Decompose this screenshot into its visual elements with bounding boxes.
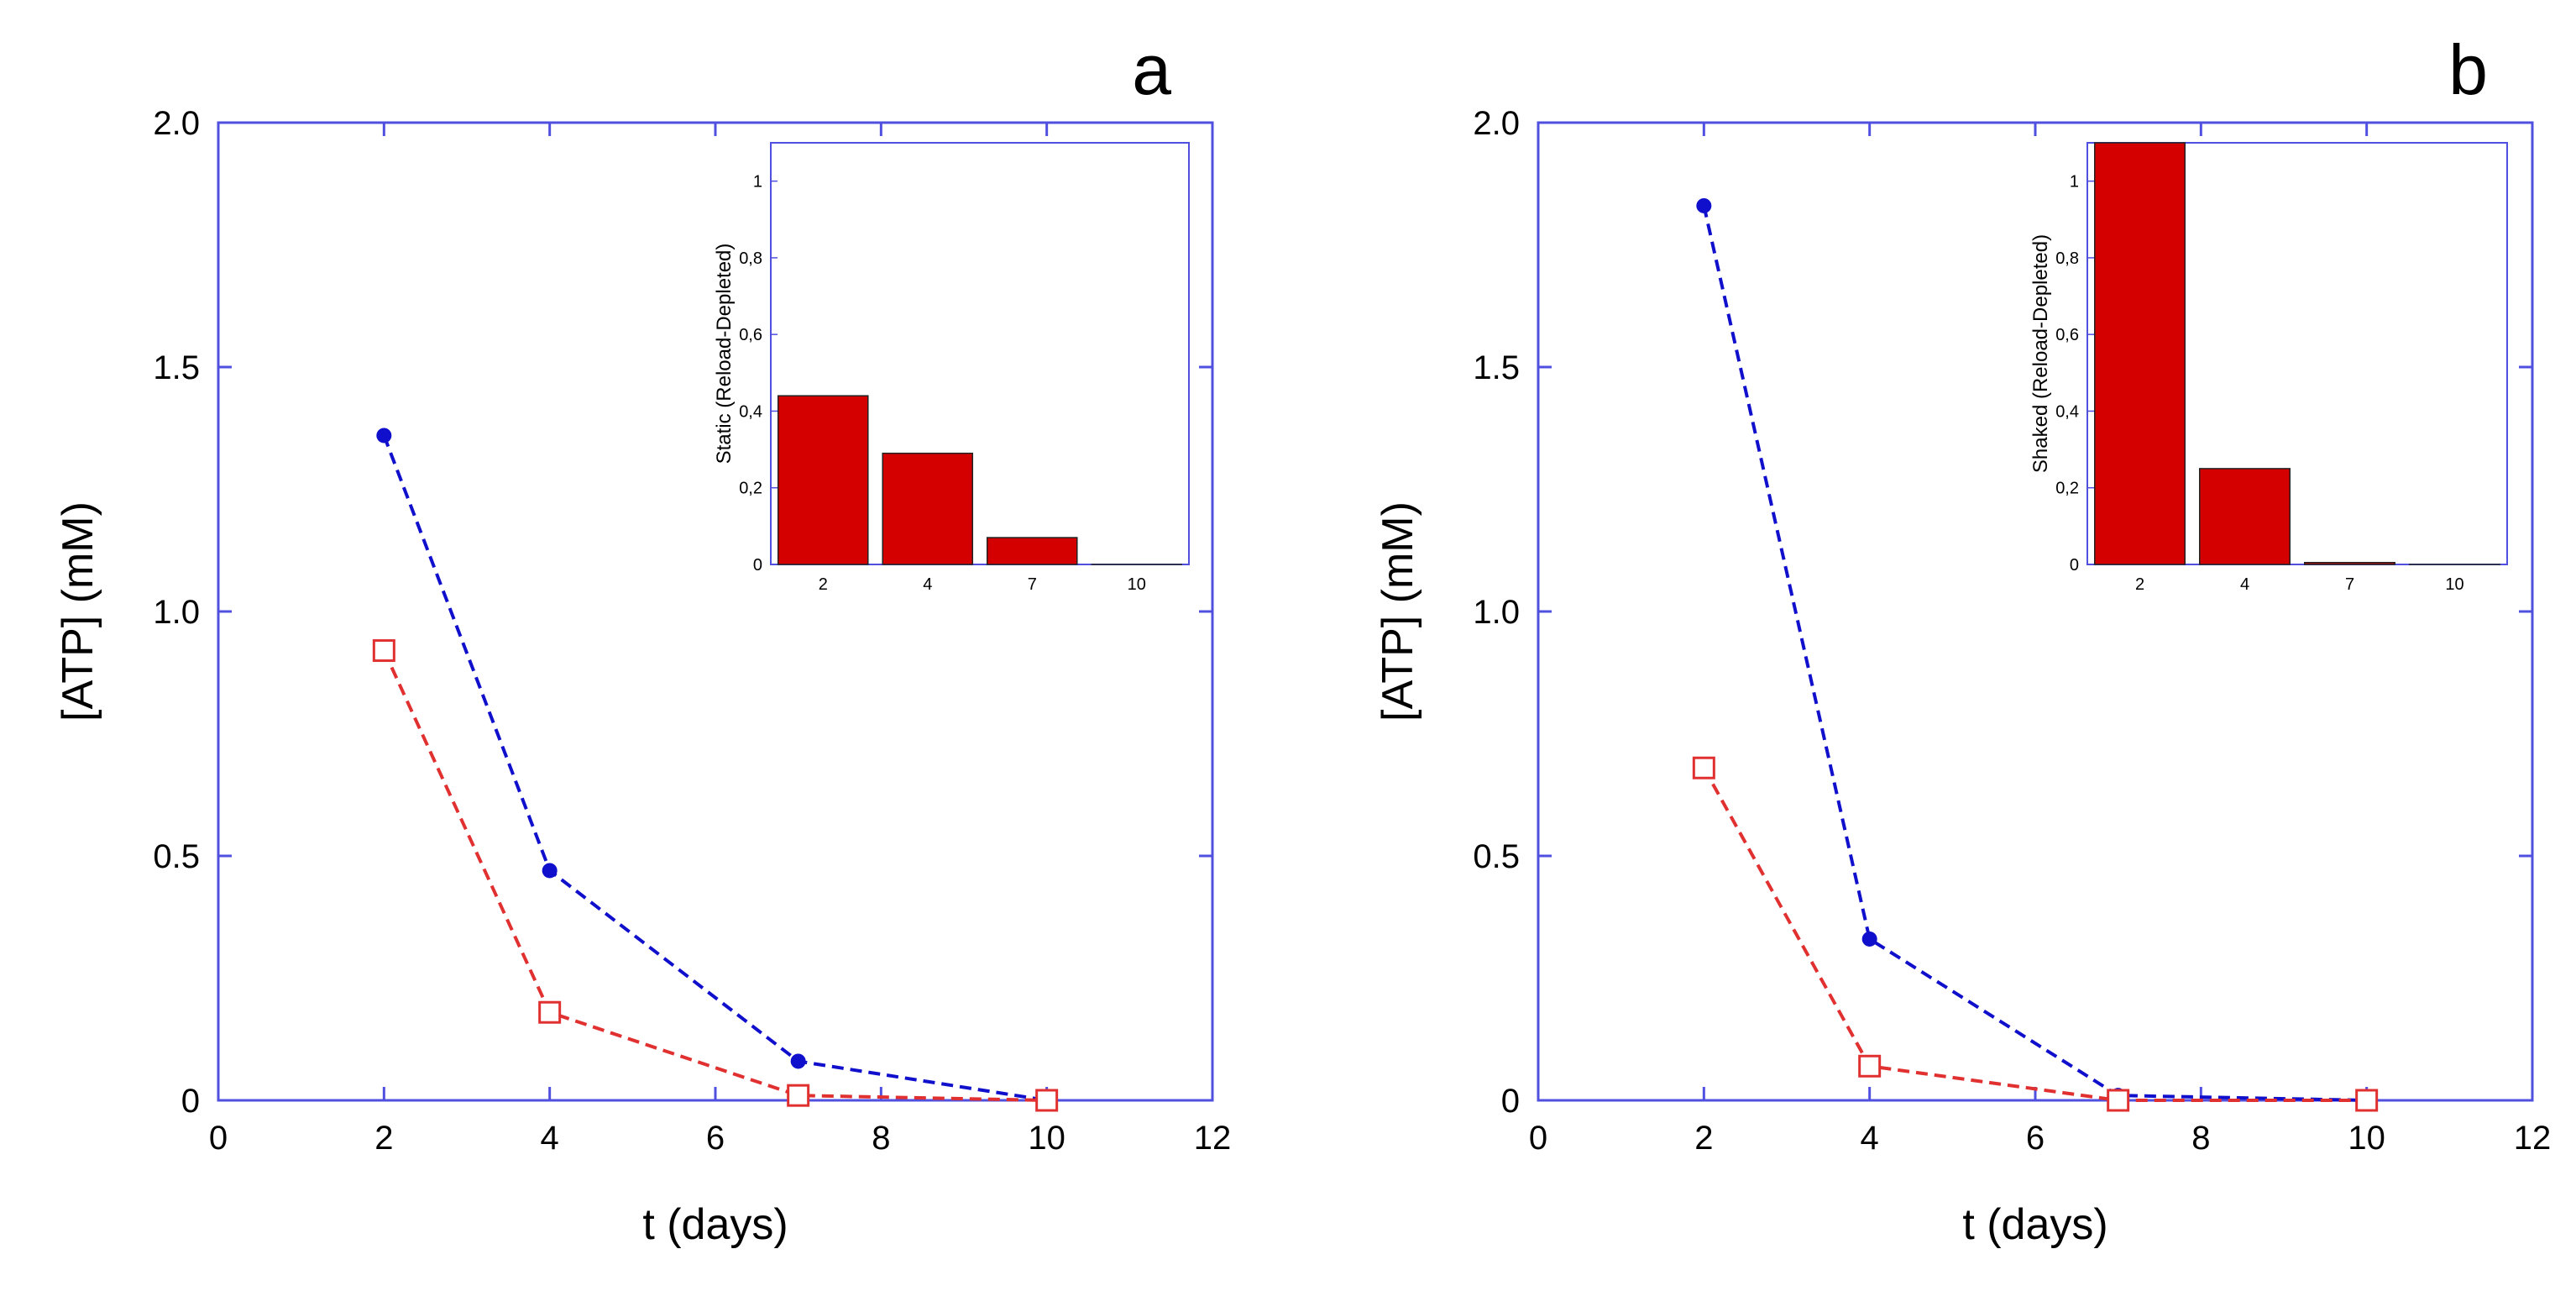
inset-y-tick-label: 0,2 bbox=[739, 480, 762, 498]
series-0-point bbox=[791, 1053, 806, 1068]
inset-x-tick-label: 4 bbox=[2240, 575, 2249, 594]
inset-bar bbox=[778, 396, 868, 564]
x-axis-label: t (days) bbox=[642, 1200, 788, 1249]
y-tick-label: 0.5 bbox=[1473, 838, 1520, 875]
series-1-line bbox=[384, 651, 1046, 1100]
inset-y-tick-label: 0 bbox=[2070, 556, 2079, 575]
series-0-point bbox=[1862, 932, 1877, 947]
y-tick-label: 2.0 bbox=[1473, 105, 1520, 142]
series-1-point bbox=[2357, 1090, 2377, 1110]
series-1-point bbox=[788, 1085, 809, 1105]
inset-y-tick-label: 0,6 bbox=[739, 326, 762, 344]
inset-y-tick-label: 0 bbox=[753, 556, 762, 575]
inset-bar bbox=[882, 454, 972, 564]
series-0-point bbox=[1696, 198, 1711, 213]
y-tick-label: 2.0 bbox=[153, 105, 200, 142]
y-tick-label: 0 bbox=[181, 1083, 200, 1120]
x-tick-label: 4 bbox=[541, 1120, 559, 1157]
x-tick-label: 12 bbox=[1194, 1120, 1232, 1157]
y-axis-label: [ATP] (mM) bbox=[1374, 501, 1422, 722]
inset-bar bbox=[2200, 469, 2291, 564]
inset-x-tick-label: 7 bbox=[2345, 575, 2354, 594]
x-tick-label: 6 bbox=[706, 1120, 725, 1157]
inset-x-tick-label: 7 bbox=[1028, 575, 1037, 594]
inset-y-tick-label: 0,8 bbox=[2055, 249, 2079, 268]
inset-y-tick-label: 1 bbox=[753, 173, 762, 192]
y-axis-label: [ATP] (mM) bbox=[54, 501, 102, 722]
panel-letter: b bbox=[2448, 30, 2488, 109]
y-tick-label: 1.0 bbox=[153, 594, 200, 631]
series-1-point bbox=[1860, 1056, 1880, 1076]
x-tick-label: 12 bbox=[2514, 1120, 2552, 1157]
inset-x-tick-label: 10 bbox=[2445, 575, 2463, 594]
inset-bar bbox=[987, 538, 1077, 564]
x-tick-label: 0 bbox=[1529, 1120, 1547, 1157]
inset-y-tick-label: 1 bbox=[2070, 173, 2079, 192]
x-tick-label: 2 bbox=[1694, 1120, 1713, 1157]
y-tick-label: 0.5 bbox=[153, 838, 200, 875]
inset-y-tick-label: 0,4 bbox=[739, 402, 762, 421]
series-0-point bbox=[376, 428, 391, 443]
series-1-line bbox=[1704, 768, 2366, 1100]
inset-y-tick-label: 0,8 bbox=[739, 249, 762, 268]
inset-bar-chart: 0 0,2 0,4 0,6 0,8 1 2 4 7 10 Static (Reload-Deplet… bbox=[713, 143, 1189, 594]
inset-y-axis-label: Shaked (Reload-Depleted) bbox=[2029, 234, 2052, 473]
series-1-point bbox=[2108, 1090, 2128, 1110]
x-tick-label: 10 bbox=[1028, 1120, 1065, 1157]
inset-x-tick-label: 4 bbox=[923, 575, 932, 594]
series-1-point bbox=[540, 1002, 560, 1022]
panel-letter: a bbox=[1132, 30, 1171, 109]
y-tick-label: 0 bbox=[1501, 1083, 1520, 1120]
x-tick-label: 2 bbox=[374, 1120, 393, 1157]
inset-x-tick-label: 10 bbox=[1128, 575, 1146, 594]
inset-y-tick-label: 0,6 bbox=[2055, 326, 2079, 344]
x-tick-label: 0 bbox=[209, 1120, 228, 1157]
inset-bar bbox=[2305, 563, 2395, 564]
inset-bar bbox=[2095, 143, 2186, 564]
inset-y-tick-label: 0,4 bbox=[2055, 402, 2079, 421]
series-1-point bbox=[1694, 758, 1714, 778]
inset-bar-chart: 0 0,2 0,4 0,6 0,8 1 2 4 7 10 Shaked (Reload-Deplet… bbox=[2029, 143, 2507, 594]
y-tick-label: 1.0 bbox=[1473, 594, 1520, 631]
x-tick-label: 6 bbox=[2026, 1120, 2045, 1157]
inset-y-tick-label: 0,2 bbox=[2055, 480, 2079, 498]
x-tick-label: 8 bbox=[2191, 1120, 2210, 1157]
y-tick-label: 1.5 bbox=[1473, 349, 1520, 386]
series-1-point bbox=[1037, 1090, 1057, 1110]
inset-x-tick-label: 2 bbox=[819, 575, 828, 594]
series-1-point bbox=[374, 641, 394, 661]
series-0-point bbox=[542, 863, 558, 878]
y-tick-label: 1.5 bbox=[153, 349, 200, 386]
inset-x-tick-label: 2 bbox=[2135, 575, 2144, 594]
x-tick-label: 4 bbox=[1861, 1120, 1879, 1157]
x-axis-label: t (days) bbox=[1962, 1200, 2107, 1249]
x-tick-label: 10 bbox=[2348, 1120, 2385, 1157]
inset-y-axis-label: Static (Reload-Depleted) bbox=[713, 244, 736, 464]
x-tick-label: 8 bbox=[872, 1120, 890, 1157]
